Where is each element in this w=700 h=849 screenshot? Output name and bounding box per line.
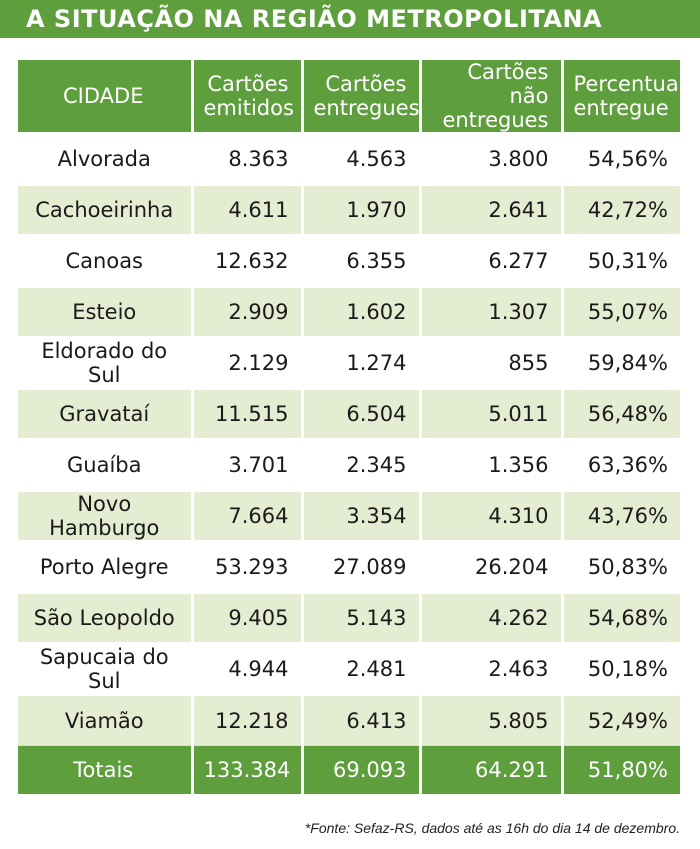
- cell-delivered: 3.354: [300, 490, 420, 543]
- table-row: Cachoeirinha 4.611 1.970 2.641 42,72%: [18, 184, 680, 237]
- cell-issued: 2.129: [190, 337, 302, 390]
- cell-not-delivered: 2.641: [418, 184, 562, 237]
- cell-percent: 63,36%: [560, 439, 680, 492]
- title-bar: A SITUAÇÃO NA REGIÃO METROPOLITANA: [0, 0, 700, 38]
- cell-issued: 7.664: [190, 490, 302, 543]
- cell-not-delivered: 4.262: [418, 592, 562, 645]
- table-row: Guaíba 3.701 2.345 1.356 63,36%: [18, 439, 680, 492]
- totals-delivered: 69.093: [300, 745, 420, 794]
- cell-not-delivered: 6.277: [418, 235, 562, 288]
- cell-issued: 3.701: [190, 439, 302, 492]
- cell-city: Novo Hamburgo: [18, 490, 192, 543]
- totals-row: Totais 133.384 69.093 64.291 51,80%: [18, 745, 680, 794]
- cell-delivered: 27.089: [300, 541, 420, 594]
- cell-city: Eldorado do Sul: [18, 337, 192, 390]
- cell-city: Gravataí: [18, 388, 192, 441]
- cell-city: Sapucaia do Sul: [18, 643, 192, 696]
- cell-issued: 2.909: [190, 286, 302, 339]
- cell-delivered: 5.143: [300, 592, 420, 645]
- header-issued-line1: Cartões: [207, 72, 289, 96]
- cell-issued: 8.363: [190, 133, 302, 186]
- cell-delivered: 1.602: [300, 286, 420, 339]
- cell-city: Porto Alegre: [18, 541, 192, 594]
- table-row: Eldorado do Sul 2.129 1.274 855 59,84%: [18, 337, 680, 390]
- cell-not-delivered: 3.800: [418, 133, 562, 186]
- cell-delivered: 6.413: [300, 694, 420, 746]
- table-row: Sapucaia do Sul 4.944 2.481 2.463 50,18%: [18, 643, 680, 696]
- header-issued: Cartões emitidos: [190, 60, 302, 135]
- cell-issued: 12.632: [190, 235, 302, 288]
- cell-percent: 59,84%: [560, 337, 680, 390]
- cell-percent: 50,31%: [560, 235, 680, 288]
- header-delivered-line1: Cartões: [325, 72, 407, 96]
- cell-issued: 53.293: [190, 541, 302, 594]
- table-row: São Leopoldo 9.405 5.143 4.262 54,68%: [18, 592, 680, 645]
- cell-delivered: 1.274: [300, 337, 420, 390]
- table-header: CIDADE Cartões emitidos Cartões entregue…: [18, 60, 685, 135]
- cell-percent: 52,49%: [560, 694, 680, 746]
- cell-not-delivered: 855: [418, 337, 562, 390]
- header-delivered: Cartões entregues: [300, 60, 420, 135]
- cell-city: Guaíba: [18, 439, 192, 492]
- cell-city: Canoas: [18, 235, 192, 288]
- cell-delivered: 4.563: [300, 133, 420, 186]
- table-row: Viamão 12.218 6.413 5.805 52,49%: [18, 694, 680, 746]
- totals-not-delivered: 64.291: [418, 745, 562, 794]
- header-not-delivered: Cartões não entregues: [418, 60, 562, 135]
- table-footer: Totais 133.384 69.093 64.291 51,80%: [18, 745, 680, 794]
- table-row: Gravataí 11.515 6.504 5.011 56,48%: [18, 388, 680, 441]
- source-note: *Fonte: Sefaz-RS, dados até as 16h do di…: [304, 820, 680, 836]
- cell-delivered: 1.970: [300, 184, 420, 237]
- cell-delivered: 2.481: [300, 643, 420, 696]
- header-city: CIDADE: [18, 60, 192, 135]
- table-row: Novo Hamburgo 7.664 3.354 4.310 43,76%: [18, 490, 680, 543]
- cell-delivered: 6.355: [300, 235, 420, 288]
- header-percent-line2: entregue: [573, 96, 669, 120]
- cell-city: Esteio: [18, 286, 192, 339]
- cell-not-delivered: 2.463: [418, 643, 562, 696]
- cell-issued: 4.611: [190, 184, 302, 237]
- cell-not-delivered: 5.011: [418, 388, 562, 441]
- cell-city: Alvorada: [18, 133, 192, 186]
- totals-label: Totais: [18, 745, 192, 794]
- table-row: Canoas 12.632 6.355 6.277 50,31%: [18, 235, 680, 288]
- table-row: Esteio 2.909 1.602 1.307 55,07%: [18, 286, 680, 339]
- cell-percent: 50,18%: [560, 643, 680, 696]
- cell-city: São Leopoldo: [18, 592, 192, 645]
- cell-delivered: 6.504: [300, 388, 420, 441]
- cell-not-delivered: 1.307: [418, 286, 562, 339]
- header-not-delivered-line2: entregues: [442, 108, 549, 132]
- cell-city: Cachoeirinha: [18, 184, 192, 237]
- totals-percent: 51,80%: [560, 745, 680, 794]
- header-issued-line2: emitidos: [203, 96, 294, 120]
- cell-city: Viamão: [18, 694, 192, 746]
- cell-not-delivered: 26.204: [418, 541, 562, 594]
- cell-not-delivered: 5.805: [418, 694, 562, 746]
- header-percent: Percentual entregue: [560, 60, 685, 135]
- table-body: Alvorada 8.363 4.563 3.800 54,56% Cachoe…: [18, 133, 680, 746]
- header-row: CIDADE Cartões emitidos Cartões entregue…: [18, 60, 685, 135]
- cell-percent: 42,72%: [560, 184, 680, 237]
- cards-table: CIDADE Cartões emitidos Cartões entregue…: [18, 60, 685, 794]
- cell-issued: 11.515: [190, 388, 302, 441]
- cell-issued: 9.405: [190, 592, 302, 645]
- table-row: Alvorada 8.363 4.563 3.800 54,56%: [18, 133, 680, 186]
- header-not-delivered-line1: Cartões não: [467, 60, 549, 108]
- cell-percent: 56,48%: [560, 388, 680, 441]
- cell-delivered: 2.345: [300, 439, 420, 492]
- cell-percent: 55,07%: [560, 286, 680, 339]
- header-delivered-line2: entregues: [313, 96, 420, 120]
- cell-percent: 43,76%: [560, 490, 680, 543]
- cell-percent: 54,56%: [560, 133, 680, 186]
- cell-percent: 50,83%: [560, 541, 680, 594]
- page-title: A SITUAÇÃO NA REGIÃO METROPOLITANA: [26, 5, 603, 33]
- header-percent-line1: Percentual: [573, 72, 685, 96]
- cell-not-delivered: 1.356: [418, 439, 562, 492]
- totals-issued: 133.384: [190, 745, 302, 794]
- cell-issued: 4.944: [190, 643, 302, 696]
- cell-not-delivered: 4.310: [418, 490, 562, 543]
- cell-percent: 54,68%: [560, 592, 680, 645]
- cell-issued: 12.218: [190, 694, 302, 746]
- table-row: Porto Alegre 53.293 27.089 26.204 50,83%: [18, 541, 680, 594]
